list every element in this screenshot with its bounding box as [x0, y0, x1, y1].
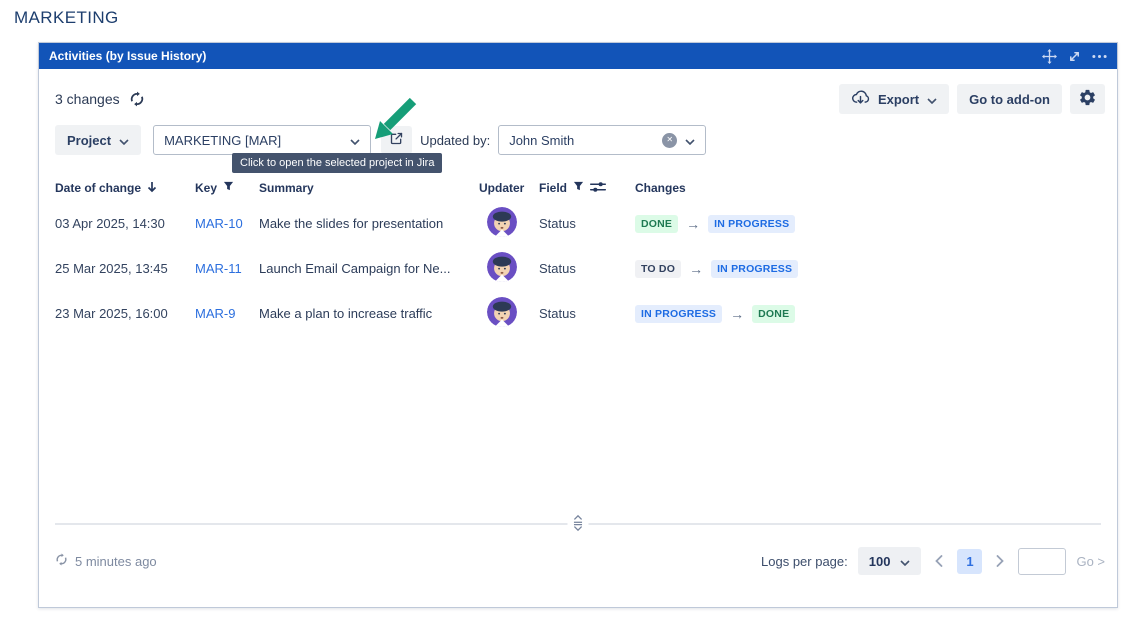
status-badge: TO DO	[635, 259, 682, 278]
changes-cell: IN PROGRESS DONE	[635, 304, 1117, 323]
cloud-download-icon	[851, 89, 870, 109]
project-filter-button[interactable]: Project	[55, 125, 142, 155]
activities-panel: Activities (by Issue History) 3 changes …	[38, 42, 1118, 608]
go-button[interactable]: Go >	[1076, 553, 1105, 569]
tooltip: Click to open the selected project in Ji…	[232, 153, 443, 173]
page-number-input[interactable]	[1018, 547, 1067, 575]
changes-cell: DONE IN PROGRESS	[635, 214, 1117, 233]
status-badge: IN PROGRESS	[711, 259, 799, 278]
status-badge: IN PROGRESS	[635, 304, 723, 323]
more-icon[interactable]	[1092, 54, 1107, 59]
arrow-right-icon	[686, 216, 700, 232]
arrow-right-icon	[689, 261, 703, 277]
field-name: Status	[539, 216, 576, 231]
page-title: MARKETING	[14, 8, 119, 27]
table-row: 25 Mar 2025, 13:45 MAR-11 Launch Email C…	[39, 246, 1117, 291]
issue-summary: Make a plan to increase traffic	[259, 306, 433, 321]
issue-key-link[interactable]: MAR-9	[195, 306, 236, 321]
chevron-down-icon	[350, 133, 360, 148]
updated-by-value: John Smith	[509, 132, 575, 148]
issue-key-link[interactable]: MAR-11	[195, 261, 242, 276]
issue-summary: Launch Email Campaign for Ne...	[259, 261, 451, 276]
expand-icon[interactable]	[1068, 50, 1081, 63]
filter-icon[interactable]	[573, 181, 584, 195]
arrow-right-icon	[730, 306, 744, 322]
status-badge: IN PROGRESS	[708, 214, 796, 233]
field-name: Status	[539, 261, 576, 276]
export-button[interactable]: Export	[838, 84, 950, 114]
issue-summary: Make the slides for presentation	[259, 216, 444, 231]
change-date: 25 Mar 2025, 13:45	[55, 261, 168, 276]
changes-count: 3 changes	[55, 91, 120, 107]
logs-per-page-value: 100	[868, 553, 891, 569]
column-key[interactable]: Key	[195, 181, 259, 195]
move-icon[interactable]	[1042, 48, 1057, 64]
field-name: Status	[539, 306, 576, 321]
chevron-down-icon	[119, 133, 129, 148]
project-select-value: MARKETING [MAR]	[164, 132, 282, 148]
logs-per-page-label: Logs per page:	[761, 553, 848, 569]
column-date-of-change[interactable]: Date of change	[55, 181, 195, 196]
refresh-icon[interactable]	[55, 553, 68, 569]
updater-avatar	[487, 207, 517, 237]
gear-icon	[1078, 88, 1097, 110]
panel-title: Activities (by Issue History)	[49, 49, 207, 63]
chevron-down-icon	[927, 92, 937, 107]
table-header: Date of change Key Summary Updater Field	[39, 175, 1117, 201]
divider	[55, 514, 1101, 532]
last-refresh-text: 5 minutes ago	[75, 553, 157, 569]
table-row: 03 Apr 2025, 14:30 MAR-10 Make the slide…	[39, 201, 1117, 246]
settings-button[interactable]	[1070, 84, 1105, 114]
change-date: 23 Mar 2025, 16:00	[55, 306, 168, 321]
sliders-icon[interactable]	[590, 181, 607, 196]
clear-icon[interactable]	[662, 132, 678, 148]
project-filter-label: Project	[67, 132, 112, 148]
external-link-icon	[389, 131, 404, 149]
updater-avatar	[487, 297, 517, 327]
column-field[interactable]: Field	[539, 181, 635, 196]
updater-avatar	[487, 252, 517, 282]
table-body: 03 Apr 2025, 14:30 MAR-10 Make the slide…	[39, 201, 1117, 336]
current-page-badge[interactable]: 1	[957, 548, 983, 574]
updated-by-label: Updated by:	[420, 132, 491, 148]
changes-cell: TO DO IN PROGRESS	[635, 259, 1117, 278]
export-label: Export	[877, 91, 920, 107]
change-date: 03 Apr 2025, 14:30	[55, 216, 165, 231]
refresh-icon[interactable]	[129, 91, 145, 107]
filter-icon[interactable]	[223, 181, 234, 195]
chevron-down-icon	[685, 133, 695, 148]
toolbar: 3 changes Export Go to add-on	[55, 83, 1105, 115]
column-summary[interactable]: Summary	[259, 181, 314, 195]
panel-header: Activities (by Issue History)	[39, 43, 1117, 69]
next-page-button[interactable]	[992, 553, 1008, 569]
table-row: 23 Mar 2025, 16:00 MAR-9 Make a plan to …	[39, 291, 1117, 336]
issue-key-link[interactable]: MAR-10	[195, 216, 243, 231]
filters-row: Project MARKETING [MAR] Updated by: John…	[55, 125, 707, 155]
chevron-down-icon	[900, 554, 911, 569]
prev-page-button[interactable]	[931, 553, 947, 569]
updated-by-select[interactable]: John Smith	[498, 125, 707, 155]
go-to-addon-button[interactable]: Go to add-on	[957, 84, 1062, 114]
panel-footer: 5 minutes ago Logs per page: 100 1 Go >	[55, 546, 1105, 576]
status-badge: DONE	[752, 304, 796, 323]
drag-handle-icon[interactable]	[567, 514, 589, 532]
annotation-arrow-icon	[375, 97, 417, 139]
sort-down-icon[interactable]	[147, 181, 157, 196]
logs-per-page-select[interactable]: 100	[857, 547, 922, 575]
status-badge: DONE	[635, 214, 679, 233]
column-changes: Changes	[635, 181, 686, 195]
project-select[interactable]: MARKETING [MAR]	[153, 125, 372, 155]
column-updater[interactable]: Updater	[479, 181, 525, 195]
